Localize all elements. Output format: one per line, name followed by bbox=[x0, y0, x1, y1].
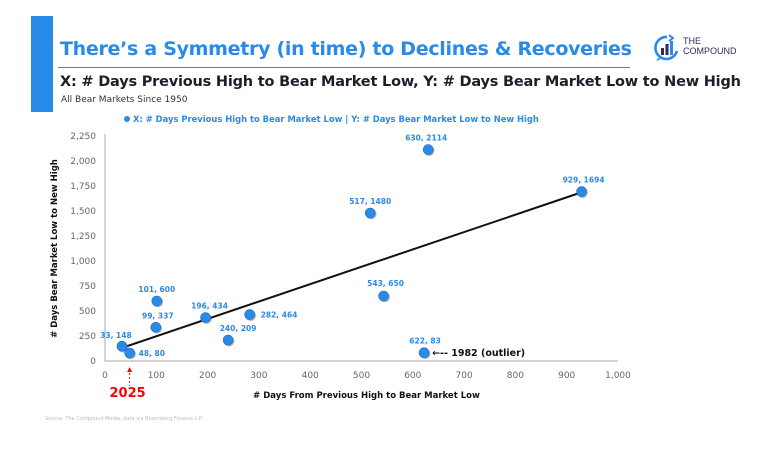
chart-subtitle: X: # Days Previous High to Bear Market L… bbox=[60, 74, 741, 90]
legend-label: X: # Days Previous High to Bear Market L… bbox=[133, 114, 539, 124]
arrowhead-2025 bbox=[127, 367, 133, 372]
accent-bar bbox=[31, 16, 53, 112]
x-axis-ticks: 0 100 200 300 400 500 600 700 800 900 1,000 bbox=[102, 371, 631, 381]
page-title: There’s a Symmetry (in time) to Declines… bbox=[60, 38, 632, 60]
y-tick-label: 2,000 bbox=[70, 157, 96, 167]
x-tick-label: 600 bbox=[404, 371, 421, 381]
data-point bbox=[576, 186, 587, 197]
y-tick-label: 750 bbox=[79, 282, 96, 292]
annotation-2025: 2025 bbox=[110, 386, 146, 401]
x-tick-label: 1,000 bbox=[605, 371, 631, 381]
y-tick-label: 1,750 bbox=[70, 182, 96, 192]
data-label: 240, 209 bbox=[220, 324, 257, 333]
x-tick-label: 700 bbox=[456, 371, 473, 381]
data-label: 48, 80 bbox=[139, 349, 165, 358]
data-label: 196, 434 bbox=[191, 302, 228, 311]
data-point bbox=[124, 347, 135, 359]
x-tick-label: 300 bbox=[250, 371, 267, 381]
compound-logo: THE COMPOUND bbox=[653, 34, 743, 62]
data-label: 929, 1694 bbox=[563, 176, 605, 185]
logo-text: THE COMPOUND bbox=[683, 36, 737, 56]
data-labels: 33, 148 48, 80 99, 337 101, 600 196, 434 240,… bbox=[100, 134, 604, 358]
data-point bbox=[200, 312, 211, 323]
title-divider bbox=[58, 67, 630, 68]
data-point bbox=[116, 340, 128, 352]
y-axis-label: # Days Bear Market Low to New High bbox=[50, 159, 60, 338]
data-label: 99, 337 bbox=[142, 311, 174, 320]
x-tick-label: 500 bbox=[353, 371, 370, 381]
trendline bbox=[124, 192, 580, 348]
data-label: 101, 600 bbox=[138, 285, 175, 294]
data-label: 622, 83 bbox=[409, 337, 441, 346]
y-axis-ticks: 0 250 500 750 1,000 1,250 1,500 1,750 2,000 2,250 bbox=[70, 132, 96, 367]
data-points bbox=[116, 144, 588, 360]
data-point bbox=[244, 309, 255, 320]
data-label: 517, 1480 bbox=[349, 197, 391, 206]
logo-line-2: COMPOUND bbox=[683, 46, 737, 56]
y-tick-label: 250 bbox=[79, 332, 96, 342]
data-point bbox=[378, 290, 389, 302]
data-label: 282, 464 bbox=[261, 311, 298, 320]
y-tick-label: 1,500 bbox=[70, 207, 96, 217]
x-tick-label: 400 bbox=[302, 371, 319, 381]
x-tick-label: 100 bbox=[148, 371, 165, 381]
chart-note: All Bear Markets Since 1950 bbox=[61, 95, 188, 105]
data-point bbox=[150, 321, 162, 333]
data-point bbox=[222, 334, 234, 346]
x-tick-label: 800 bbox=[507, 371, 524, 381]
annotation-1982-outlier: ←-- 1982 (outlier) bbox=[432, 348, 525, 359]
y-tick-label: 500 bbox=[79, 307, 96, 317]
data-label: 33, 148 bbox=[100, 331, 132, 340]
data-label: 630, 2114 bbox=[405, 134, 447, 143]
y-tick-label: 2,250 bbox=[70, 132, 96, 142]
data-point bbox=[151, 295, 163, 307]
x-tick-label: 900 bbox=[558, 371, 575, 381]
data-point bbox=[364, 207, 376, 219]
chart-legend: X: # Days Previous High to Bear Market L… bbox=[124, 114, 539, 124]
source-note: Source: The Compound Media, data via Blo… bbox=[45, 416, 203, 422]
data-point bbox=[422, 144, 434, 155]
y-tick-label: 1,250 bbox=[70, 232, 96, 242]
x-axis-label: # Days From Previous High to Bear Market… bbox=[253, 391, 480, 401]
legend-marker bbox=[124, 116, 130, 122]
y-tick-label: 0 bbox=[90, 357, 96, 367]
data-point bbox=[418, 347, 430, 359]
logo-line-1: THE bbox=[683, 36, 701, 46]
logo-icon bbox=[654, 34, 679, 61]
y-tick-label: 1,000 bbox=[70, 257, 96, 267]
x-tick-label: 200 bbox=[199, 371, 216, 381]
data-label: 543, 650 bbox=[367, 279, 404, 288]
x-tick-label: 0 bbox=[102, 371, 108, 381]
